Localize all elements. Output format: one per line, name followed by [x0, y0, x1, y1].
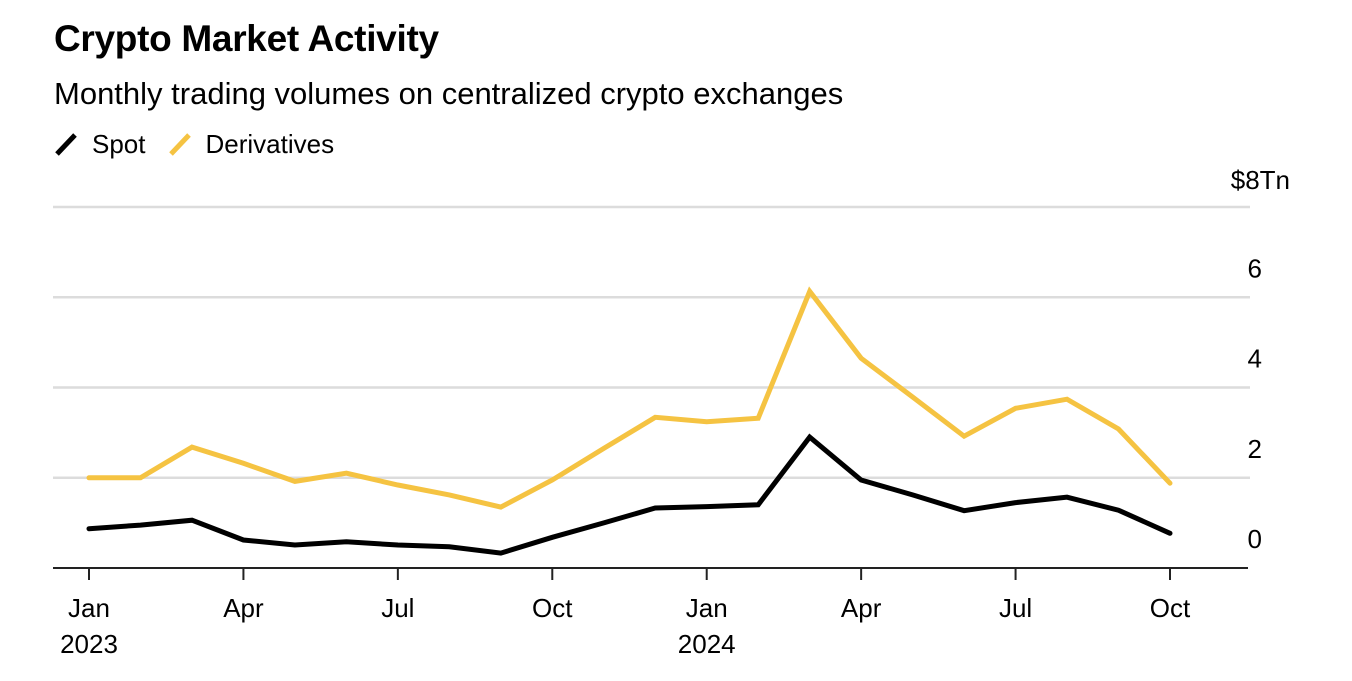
- x-tick-label: Jan: [68, 593, 110, 623]
- chart-subtitle: Monthly trading volumes on centralized c…: [54, 76, 844, 111]
- x-tick-label: Oct: [532, 593, 573, 623]
- series-line-spot: [86, 433, 1173, 556]
- x-tick-year-label: 2024: [678, 629, 736, 659]
- x-axis: Jan 2023 Apr Jul Oct Jan 2024 Apr Jul Oct: [53, 567, 1248, 659]
- y-tick-label: 2: [1248, 434, 1262, 464]
- x-tick-label: Jul: [999, 593, 1032, 623]
- gridlines: [53, 205, 1250, 479]
- y-axis-labels: 0 2 4 6 $8Tn: [1231, 165, 1290, 554]
- legend-label-derivatives: Derivatives: [205, 128, 335, 159]
- y-tick-label: 0: [1248, 524, 1262, 554]
- x-tick-label: Apr: [223, 593, 264, 623]
- y-tick-label: $8Tn: [1231, 165, 1290, 195]
- legend-swatch-spot-icon: [55, 133, 77, 156]
- chart-title: Crypto Market Activity: [54, 18, 439, 59]
- series-lines: [86, 286, 1173, 556]
- y-tick-label: 4: [1248, 344, 1262, 374]
- x-tick-label: Oct: [1150, 593, 1191, 623]
- legend-item-derivatives: Derivatives: [168, 128, 335, 160]
- legend-label-spot: Spot: [92, 128, 146, 159]
- x-tick-year-label: 2023: [60, 629, 118, 659]
- legend: Spot Derivatives: [54, 128, 356, 160]
- x-tick-label: Jan: [686, 593, 728, 623]
- x-tick-label: Jul: [381, 593, 414, 623]
- x-tick-label: Apr: [841, 593, 882, 623]
- y-tick-label: 6: [1248, 253, 1262, 283]
- legend-item-spot: Spot: [54, 129, 146, 160]
- legend-swatch-derivatives-icon: [168, 133, 191, 156]
- series-line-derivatives: [86, 286, 1173, 510]
